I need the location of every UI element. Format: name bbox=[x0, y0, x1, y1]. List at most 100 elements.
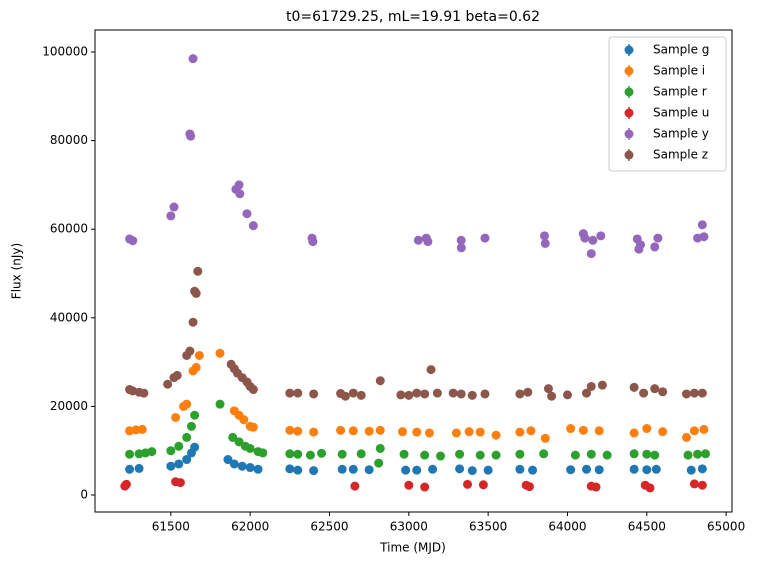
data-point bbox=[650, 384, 660, 394]
data-point bbox=[285, 425, 295, 435]
data-point bbox=[174, 441, 184, 451]
data-point bbox=[478, 480, 488, 490]
data-point bbox=[163, 379, 173, 389]
data-point bbox=[137, 424, 147, 434]
data-point bbox=[681, 389, 691, 399]
data-point bbox=[337, 449, 347, 459]
data-point bbox=[424, 428, 434, 438]
data-point bbox=[686, 465, 696, 475]
data-point bbox=[629, 428, 639, 438]
legend-box bbox=[608, 36, 727, 172]
data-point bbox=[237, 461, 247, 471]
data-point bbox=[523, 387, 533, 397]
chart-title: t0=61729.25, mL=19.91 beta=0.62 bbox=[286, 9, 540, 25]
data-point bbox=[228, 432, 238, 442]
data-point bbox=[426, 365, 436, 375]
data-point bbox=[697, 220, 707, 230]
legend-label: Sample u bbox=[653, 106, 709, 120]
data-point bbox=[258, 448, 268, 458]
data-point bbox=[651, 464, 661, 474]
y-axis-label: Flux (nJy) bbox=[10, 243, 24, 299]
data-point bbox=[436, 451, 446, 461]
data-point bbox=[229, 459, 239, 469]
data-point bbox=[309, 389, 319, 399]
data-point bbox=[547, 391, 557, 401]
legend-label: Sample i bbox=[653, 64, 705, 78]
data-point bbox=[491, 450, 501, 460]
data-point bbox=[285, 388, 295, 398]
data-point bbox=[215, 399, 225, 409]
data-point bbox=[629, 464, 639, 474]
data-point bbox=[234, 437, 244, 447]
data-point bbox=[594, 465, 604, 475]
data-point bbox=[515, 427, 525, 437]
data-point bbox=[374, 458, 384, 468]
legend-label: Sample r bbox=[653, 85, 707, 99]
x-tick-label: 65000 bbox=[707, 520, 745, 534]
data-point bbox=[588, 235, 598, 245]
legend-marker bbox=[624, 129, 634, 139]
data-point bbox=[125, 464, 135, 474]
data-point bbox=[293, 449, 303, 459]
data-point bbox=[348, 426, 358, 436]
data-point bbox=[172, 370, 182, 380]
data-point bbox=[185, 346, 195, 356]
data-point bbox=[188, 54, 198, 64]
data-point bbox=[570, 450, 580, 460]
data-point bbox=[364, 426, 374, 436]
data-point bbox=[134, 463, 144, 473]
legend-label: Sample z bbox=[653, 148, 708, 162]
data-point bbox=[147, 447, 157, 457]
data-point bbox=[317, 448, 327, 458]
data-point bbox=[234, 180, 244, 190]
legend: Sample g Sample i Sample r Sample u Sample y… bbox=[608, 36, 727, 172]
legend-label: Sample g bbox=[653, 43, 709, 57]
data-point bbox=[412, 388, 422, 398]
data-point bbox=[580, 233, 590, 243]
data-point bbox=[566, 465, 576, 475]
data-point bbox=[175, 478, 185, 488]
data-point bbox=[455, 464, 465, 474]
data-point bbox=[166, 446, 176, 456]
data-point bbox=[215, 348, 225, 358]
legend-marker bbox=[624, 45, 634, 55]
legend-marker bbox=[624, 66, 634, 76]
y-tick-label: 100000 bbox=[42, 45, 88, 59]
data-point bbox=[139, 388, 149, 398]
data-point bbox=[689, 479, 699, 489]
data-point bbox=[348, 464, 358, 474]
data-point bbox=[186, 131, 196, 141]
data-point bbox=[188, 317, 198, 327]
data-point bbox=[480, 233, 490, 243]
data-point bbox=[413, 235, 423, 245]
data-point bbox=[594, 426, 604, 436]
data-point bbox=[456, 389, 466, 399]
data-point bbox=[174, 459, 184, 469]
data-point bbox=[293, 388, 303, 398]
data-point bbox=[526, 426, 536, 436]
data-point bbox=[166, 211, 176, 221]
data-point bbox=[586, 449, 596, 459]
data-point bbox=[515, 449, 525, 459]
data-point bbox=[412, 465, 422, 475]
data-point bbox=[658, 387, 668, 397]
data-point bbox=[467, 390, 477, 400]
data-point bbox=[186, 421, 196, 431]
data-point bbox=[456, 235, 466, 245]
data-point bbox=[699, 232, 709, 242]
data-point bbox=[629, 449, 639, 459]
data-point bbox=[586, 249, 596, 259]
data-point bbox=[356, 449, 366, 459]
data-point bbox=[121, 479, 131, 489]
data-point bbox=[248, 422, 258, 432]
data-point bbox=[375, 443, 385, 453]
data-point bbox=[340, 391, 350, 401]
y-tick-label: 0 bbox=[80, 487, 88, 501]
data-point bbox=[125, 449, 135, 459]
data-point bbox=[336, 425, 346, 435]
data-point bbox=[309, 427, 319, 437]
data-point bbox=[635, 240, 645, 250]
data-point bbox=[190, 410, 200, 420]
data-point bbox=[401, 465, 411, 475]
data-point bbox=[524, 482, 534, 492]
